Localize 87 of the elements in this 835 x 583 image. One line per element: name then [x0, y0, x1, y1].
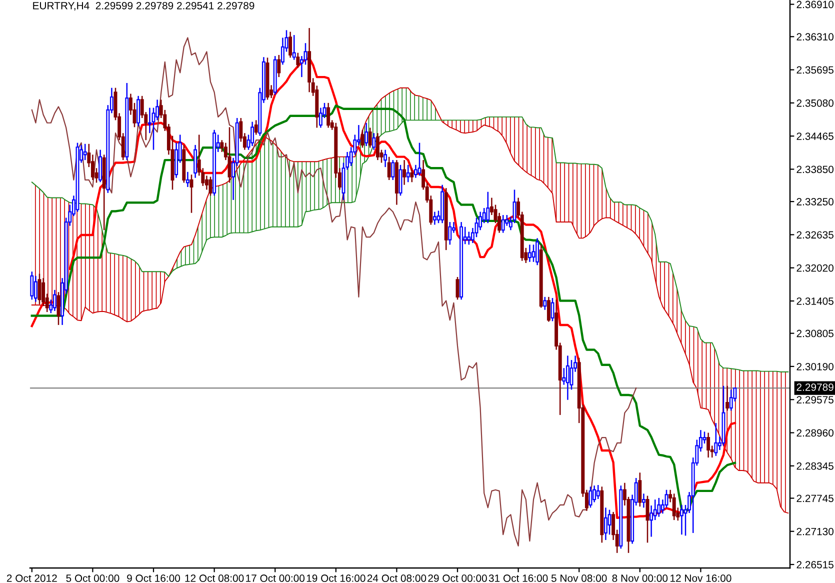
- candlestick: [318, 107, 322, 128]
- candlestick: [706, 432, 710, 458]
- candlestick: [432, 211, 436, 226]
- candlestick: [277, 54, 281, 78]
- candlestick: [83, 143, 87, 161]
- candlestick: [702, 431, 706, 444]
- candlestick: [376, 132, 380, 161]
- x-tick-label: 12 Oct 08:00: [185, 574, 244, 582]
- y-tick-label: 2.30805: [796, 330, 834, 338]
- candlestick: [536, 238, 540, 266]
- y-tick-label: 2.35695: [796, 66, 834, 74]
- candlestick: [467, 231, 471, 246]
- candlestick: [596, 484, 600, 500]
- y-tick-label: 2.32635: [796, 231, 834, 239]
- candlestick: [372, 132, 376, 150]
- y-tick-label: 2.36910: [796, 0, 834, 8]
- candlestick: [448, 221, 452, 246]
- candlestick: [657, 497, 661, 518]
- y-tick-label: 2.30190: [796, 362, 834, 370]
- y-tick-label: 2.31405: [796, 297, 834, 305]
- candlestick: [714, 422, 718, 457]
- ref-line-label: 2.29789: [796, 383, 834, 391]
- candlestick: [680, 504, 684, 536]
- x-tick-label: 24 Oct 08:00: [367, 574, 426, 582]
- candlestick: [486, 191, 490, 224]
- x-tick-label: 31 Oct 16:00: [488, 574, 548, 582]
- candlestick: [543, 296, 547, 310]
- candlestick: [642, 493, 646, 508]
- candlestick: [250, 121, 254, 147]
- x-tick-label: 5 Oct 00:00: [66, 574, 120, 582]
- y-tick-label: 2.28960: [796, 429, 834, 437]
- candlestick: [562, 367, 566, 386]
- x-tick-label: 12 Nov 16:00: [670, 574, 732, 582]
- candlestick: [726, 385, 730, 412]
- candlestick: [566, 355, 570, 400]
- x-tick-label: 29 Oct 00:00: [428, 574, 487, 582]
- candlestick: [288, 31, 292, 58]
- candlestick: [34, 275, 38, 302]
- candlestick: [532, 244, 536, 263]
- y-tick-label: 2.36310: [796, 33, 834, 41]
- y-tick-label: 2.33850: [796, 166, 834, 174]
- candlestick: [368, 127, 372, 148]
- x-tick-label: 17 Oct 00:00: [246, 574, 305, 582]
- x-tick-label: 2 Oct 2012: [6, 574, 57, 582]
- y-tick-label: 2.32020: [796, 264, 834, 272]
- candlestick: [638, 472, 642, 508]
- line-series: [31, 37, 637, 546]
- line-series: [31, 116, 789, 372]
- chart-title: EURTRY,H4 2.29599 2.29789 2.29541 2.29789: [33, 2, 254, 11]
- y-tick-label: 2.27745: [796, 494, 834, 502]
- candlestick: [384, 149, 388, 168]
- candlestick: [604, 507, 608, 541]
- candlestick: [402, 159, 406, 186]
- candlestick: [360, 129, 364, 148]
- candlestick: [729, 389, 733, 412]
- y-tick-label: 2.27130: [796, 528, 834, 536]
- candlestick: [410, 168, 414, 183]
- candlestick: [546, 296, 550, 322]
- candlestick: [292, 34, 296, 60]
- candlestick: [501, 214, 505, 234]
- candlestick: [364, 122, 368, 147]
- candlestick: [194, 144, 198, 178]
- candlestick: [528, 244, 532, 263]
- x-tick-label: 19 Oct 16:00: [306, 574, 366, 582]
- candlestick: [505, 214, 509, 226]
- candlestick: [418, 142, 422, 176]
- y-tick-label: 2.28345: [796, 462, 834, 470]
- candlestick: [98, 149, 102, 183]
- candlestick: [254, 120, 258, 136]
- candlestick: [296, 52, 300, 69]
- y-tick-label: 2.29575: [796, 396, 834, 404]
- candlestick: [406, 164, 410, 183]
- candlestick: [186, 171, 190, 188]
- candlestick: [391, 159, 395, 181]
- y-tick-label: 2.26515: [796, 561, 834, 568]
- x-tick-label: 5 Nov 08:00: [551, 574, 607, 582]
- y-tick-label: 2.35080: [796, 99, 834, 107]
- candlestick: [30, 270, 34, 300]
- candlestick: [326, 102, 330, 128]
- x-tick-label: 9 Oct 16:00: [127, 574, 180, 582]
- candlestick: [136, 95, 140, 127]
- x-tick-label: 8 Nov 00:00: [612, 574, 668, 582]
- y-tick-label: 2.34465: [796, 132, 834, 140]
- candlestick: [387, 156, 391, 181]
- candlestick: [52, 289, 56, 312]
- y-tick-label: 2.33250: [796, 198, 834, 206]
- candlestick: [672, 493, 676, 521]
